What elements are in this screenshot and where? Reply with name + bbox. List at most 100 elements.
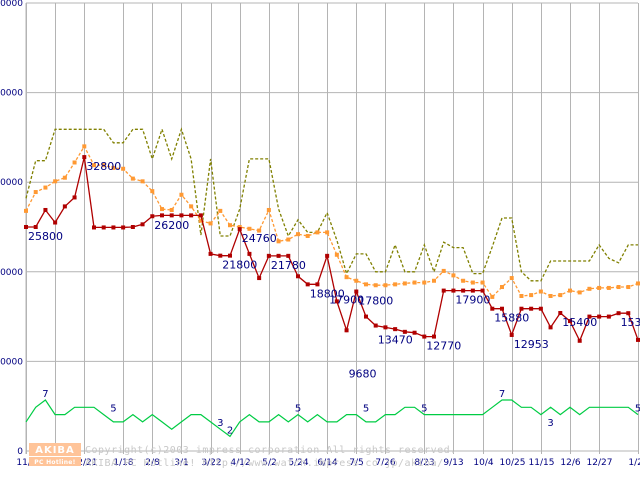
data-point-marker — [43, 185, 48, 190]
data-point-marker — [626, 311, 631, 316]
data-point-marker — [315, 230, 320, 235]
data-point-marker — [373, 283, 378, 288]
x-axis-tick-label: 1/24 — [628, 458, 640, 468]
data-point-marker — [325, 253, 330, 258]
data-point-marker — [247, 251, 252, 256]
akiba-logo-box — [29, 443, 81, 456]
data-point-marker — [461, 278, 466, 283]
data-point-marker — [33, 225, 38, 230]
data-point-marker — [23, 208, 28, 213]
data-point-marker — [441, 288, 446, 293]
data-point-marker — [422, 334, 427, 339]
data-point-marker — [587, 314, 592, 319]
data-point-label: 18800 — [310, 287, 345, 300]
series-shop-count — [25, 399, 639, 438]
data-point-marker — [490, 306, 495, 311]
data-point-marker — [344, 275, 349, 280]
data-point-marker — [160, 207, 165, 212]
data-point-marker — [286, 237, 291, 242]
data-point-label: 15880 — [494, 312, 529, 325]
data-point-marker — [189, 213, 194, 218]
data-point-marker — [577, 338, 582, 343]
x-axis-tick-label: 5/24 — [288, 458, 308, 468]
series-line — [25, 127, 638, 282]
x-axis-tick-label: 11/9 — [16, 458, 36, 468]
data-point-marker — [373, 323, 378, 328]
data-point-marker — [587, 286, 592, 291]
data-point-marker — [130, 176, 135, 181]
data-point-label: 32800 — [86, 160, 121, 173]
data-point-marker — [422, 280, 427, 285]
data-point-marker — [111, 165, 116, 170]
data-point-marker — [305, 233, 310, 238]
data-point-marker — [101, 225, 106, 230]
watermark: AKIBA PC Hotline! Copyright(c)2003 impress… — [29, 443, 457, 469]
data-point-marker — [461, 288, 466, 293]
data-point-marker — [23, 225, 28, 230]
y-axis-tick-label: 20000 — [0, 268, 23, 278]
data-point-marker — [519, 293, 524, 298]
data-point-marker — [577, 290, 582, 295]
x-axis-tick-label: 7/5 — [349, 458, 363, 468]
data-point-marker — [597, 314, 602, 319]
data-point-marker — [82, 144, 87, 149]
data-point-marker — [635, 281, 640, 286]
count-point-label: 5 — [295, 404, 301, 415]
data-point-marker — [470, 288, 475, 293]
data-point-marker — [286, 253, 291, 258]
data-point-marker — [266, 207, 271, 212]
data-point-marker — [538, 306, 543, 311]
data-point-marker — [451, 288, 456, 293]
series-average-price — [23, 144, 640, 299]
data-point-marker — [519, 306, 524, 311]
data-point-marker — [470, 280, 475, 285]
data-point-marker — [490, 294, 495, 299]
data-point-marker — [62, 204, 67, 209]
data-point-marker — [150, 189, 155, 194]
data-point-marker — [92, 225, 97, 230]
data-point-marker — [92, 163, 97, 168]
data-point-marker — [295, 232, 300, 237]
data-point-marker — [597, 285, 602, 290]
data-point-marker — [616, 285, 621, 290]
data-point-label: 21800 — [222, 259, 257, 272]
y-axis-tick-label: 10000 — [0, 357, 23, 367]
data-point-marker — [334, 299, 339, 304]
data-point-marker — [363, 282, 368, 287]
data-point-label: 26200 — [154, 219, 189, 232]
data-point-label: 15380 — [621, 316, 640, 329]
data-point-marker — [111, 225, 116, 230]
akiba-logo-sub-box — [29, 457, 81, 466]
data-point-marker — [179, 213, 184, 218]
data-point-marker — [121, 225, 126, 230]
x-axis-tick-label: 3/22 — [201, 458, 221, 468]
data-point-marker — [393, 282, 398, 287]
data-point-marker — [33, 190, 38, 195]
x-axis-tick-label: 5/2 — [262, 458, 276, 468]
data-point-marker — [72, 160, 77, 165]
data-point-label: 15400 — [562, 316, 597, 329]
data-point-marker — [480, 280, 485, 285]
data-point-marker — [72, 195, 77, 200]
akiba-logo-subtext: PC Hotline! — [34, 459, 75, 466]
count-point-label: 5 — [421, 404, 427, 415]
data-point-marker — [431, 334, 436, 339]
data-point-marker — [567, 288, 572, 293]
data-point-marker — [179, 192, 184, 197]
data-point-marker — [276, 239, 281, 244]
series-line — [25, 399, 639, 438]
data-point-label: 25800 — [28, 230, 63, 243]
data-point-marker — [276, 253, 281, 258]
data-point-marker — [626, 285, 631, 290]
watermark-copyright: Copyright(c)2003 impress corporation All… — [85, 445, 457, 456]
data-point-marker — [499, 285, 504, 290]
data-point-marker — [558, 311, 563, 316]
series-highest-price — [25, 127, 638, 282]
data-point-marker — [305, 282, 310, 287]
data-point-marker — [130, 225, 135, 230]
data-point-marker — [247, 226, 252, 231]
data-point-marker — [431, 278, 436, 283]
data-point-marker — [43, 207, 48, 212]
